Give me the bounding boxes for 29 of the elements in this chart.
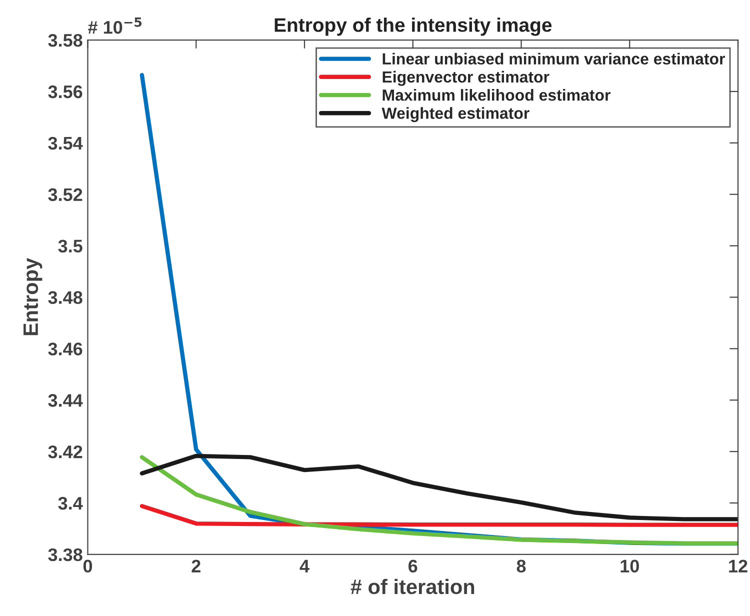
- chart-title: Entropy of the intensity image: [274, 18, 552, 36]
- legend-label: Maximum likelihood estimator: [382, 89, 610, 101]
- y-tick-label: 3.4: [58, 496, 83, 510]
- x-tick-label: 2: [192, 560, 200, 572]
- x-tick-label: 0: [83, 560, 92, 573]
- legend-label: Linear unbiased minimum variance estimator: [382, 52, 725, 65]
- x-tick-label: 10: [620, 560, 639, 573]
- y-tick-label: 3.44: [48, 394, 83, 407]
- y-tick-label: 3.46: [48, 342, 82, 356]
- line-series: [140, 455, 738, 546]
- y-axis-title: Entropy: [24, 258, 42, 336]
- y-tick-label: 3.5: [58, 240, 82, 253]
- x-tick-label: 6: [408, 560, 418, 573]
- x-axis-title: # of iteration: [350, 578, 474, 594]
- y-tick-label: 3.56: [48, 85, 82, 98]
- x-tick-label: 4: [300, 560, 310, 572]
- y-tick-label: 3.48: [48, 291, 82, 304]
- line-series: [140, 454, 738, 522]
- legend-label: Weighted estimator: [382, 107, 530, 122]
- y-tick-label: 3.38: [48, 548, 82, 562]
- y-tick-label: 3.54: [48, 136, 83, 150]
- text: # 10$^{−5}$: [88, 17, 142, 34]
- x-tick-label: 8: [516, 560, 526, 573]
- x-tick-label: 12: [729, 560, 748, 572]
- y-tick-label: 3.52: [48, 188, 82, 202]
- legend-label: Eigenvector estimator: [382, 70, 550, 86]
- y-tick-label: 3.42: [48, 445, 82, 458]
- y-tick-label: 3.58: [48, 34, 82, 47]
- line-series: [140, 504, 738, 527]
